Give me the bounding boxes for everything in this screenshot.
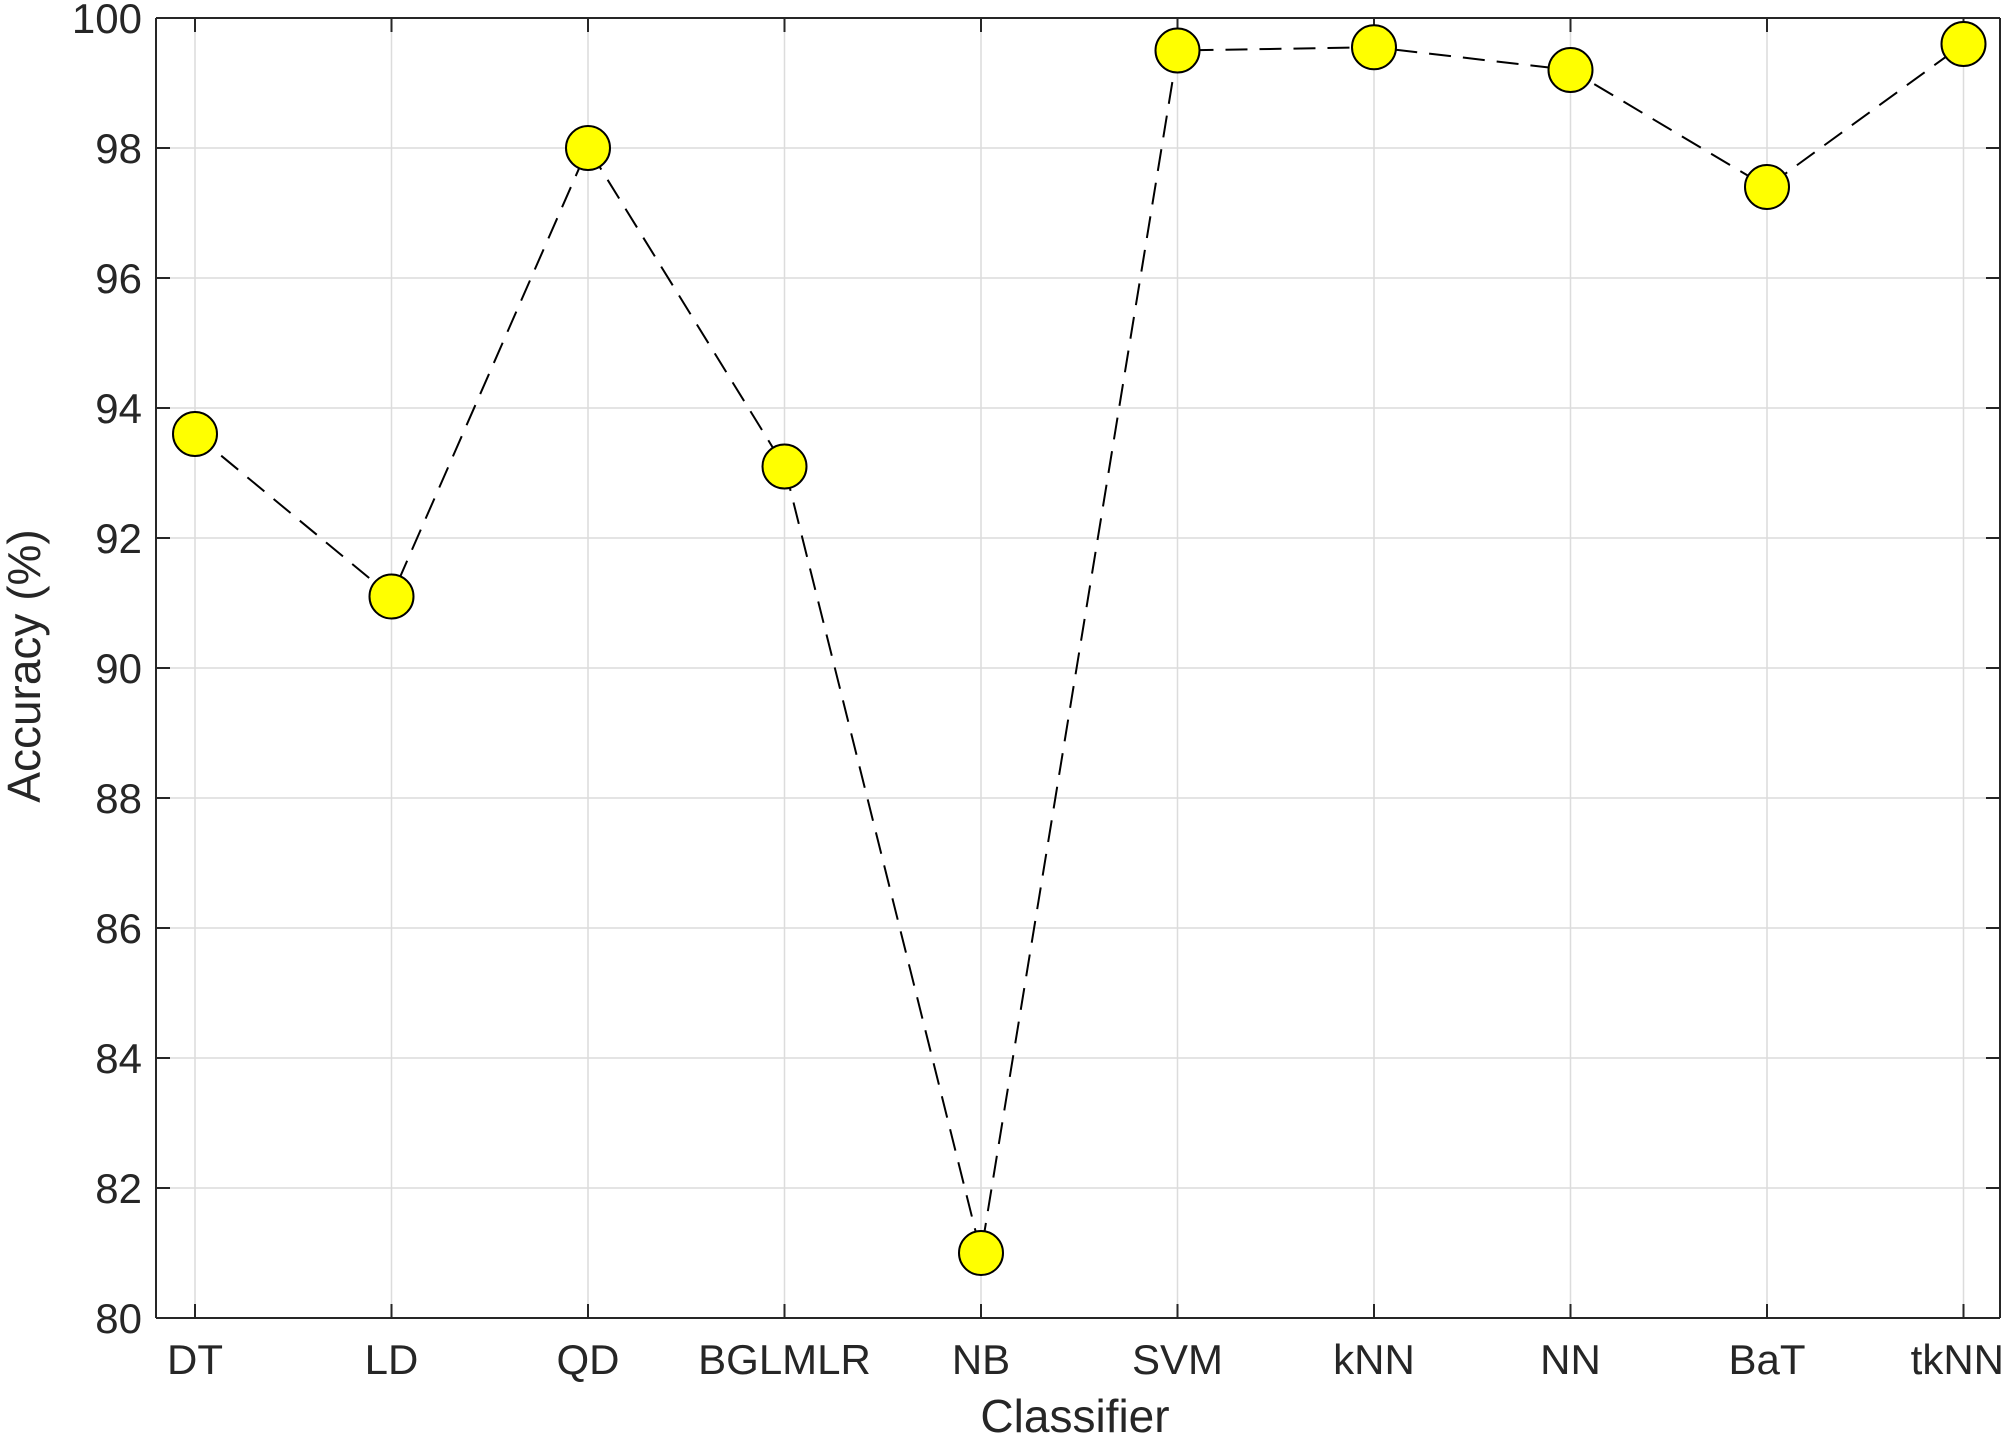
data-point: [1547, 47, 1594, 93]
data-point: [565, 125, 611, 171]
y-tick-label: 98: [95, 125, 142, 172]
axes: [155, 17, 2001, 1319]
y-tick-label: 80: [95, 1295, 142, 1342]
data-point: [172, 411, 218, 457]
data-point: [1351, 24, 1397, 71]
x-tick-label: SVM: [1132, 1336, 1223, 1383]
x-tick-labels: DT LD QD BGLMLR NB SVM kNN NN BaT tkNN: [167, 1336, 2004, 1383]
y-tick-label: 86: [95, 905, 142, 952]
data-point: [368, 573, 415, 620]
x-tick-label: QD: [557, 1336, 620, 1383]
x-axis-label: Classifier: [980, 1390, 1169, 1442]
data-point: [1154, 27, 1201, 74]
y-tick-label: 88: [95, 775, 142, 822]
data-point: [1940, 21, 1987, 67]
x-tick-label: LD: [365, 1336, 419, 1383]
x-tick-label: NN: [1540, 1336, 1601, 1383]
y-tick-label: 84: [95, 1035, 142, 1082]
x-tick-label: kNN: [1333, 1336, 1415, 1383]
y-tick-label: 96: [95, 255, 142, 302]
data-point: [1744, 164, 1790, 210]
y-tick-label: 82: [95, 1165, 142, 1212]
x-tick-label: BGLMLR: [698, 1336, 871, 1383]
y-tick-label: 94: [95, 385, 142, 432]
grid-lines: [156, 17, 2000, 1319]
series-line: [194, 43, 1965, 1254]
data-points: [172, 21, 1987, 1276]
x-tick-label: DT: [167, 1336, 223, 1383]
y-tick-label: 92: [95, 515, 142, 562]
x-tick-label: tkNN: [1911, 1336, 2004, 1383]
y-tick-label: 100: [72, 0, 142, 42]
y-tick-labels: 80 82 84 86 88 90 92 94 96 98 100: [72, 0, 142, 1342]
y-axis-label: Accuracy (%): [0, 529, 50, 802]
x-tick-label: BaT: [1728, 1336, 1805, 1383]
data-point: [958, 1230, 1004, 1276]
data-point: [761, 443, 808, 490]
x-tick-label: NB: [952, 1336, 1010, 1383]
y-tick-label: 90: [95, 645, 142, 692]
